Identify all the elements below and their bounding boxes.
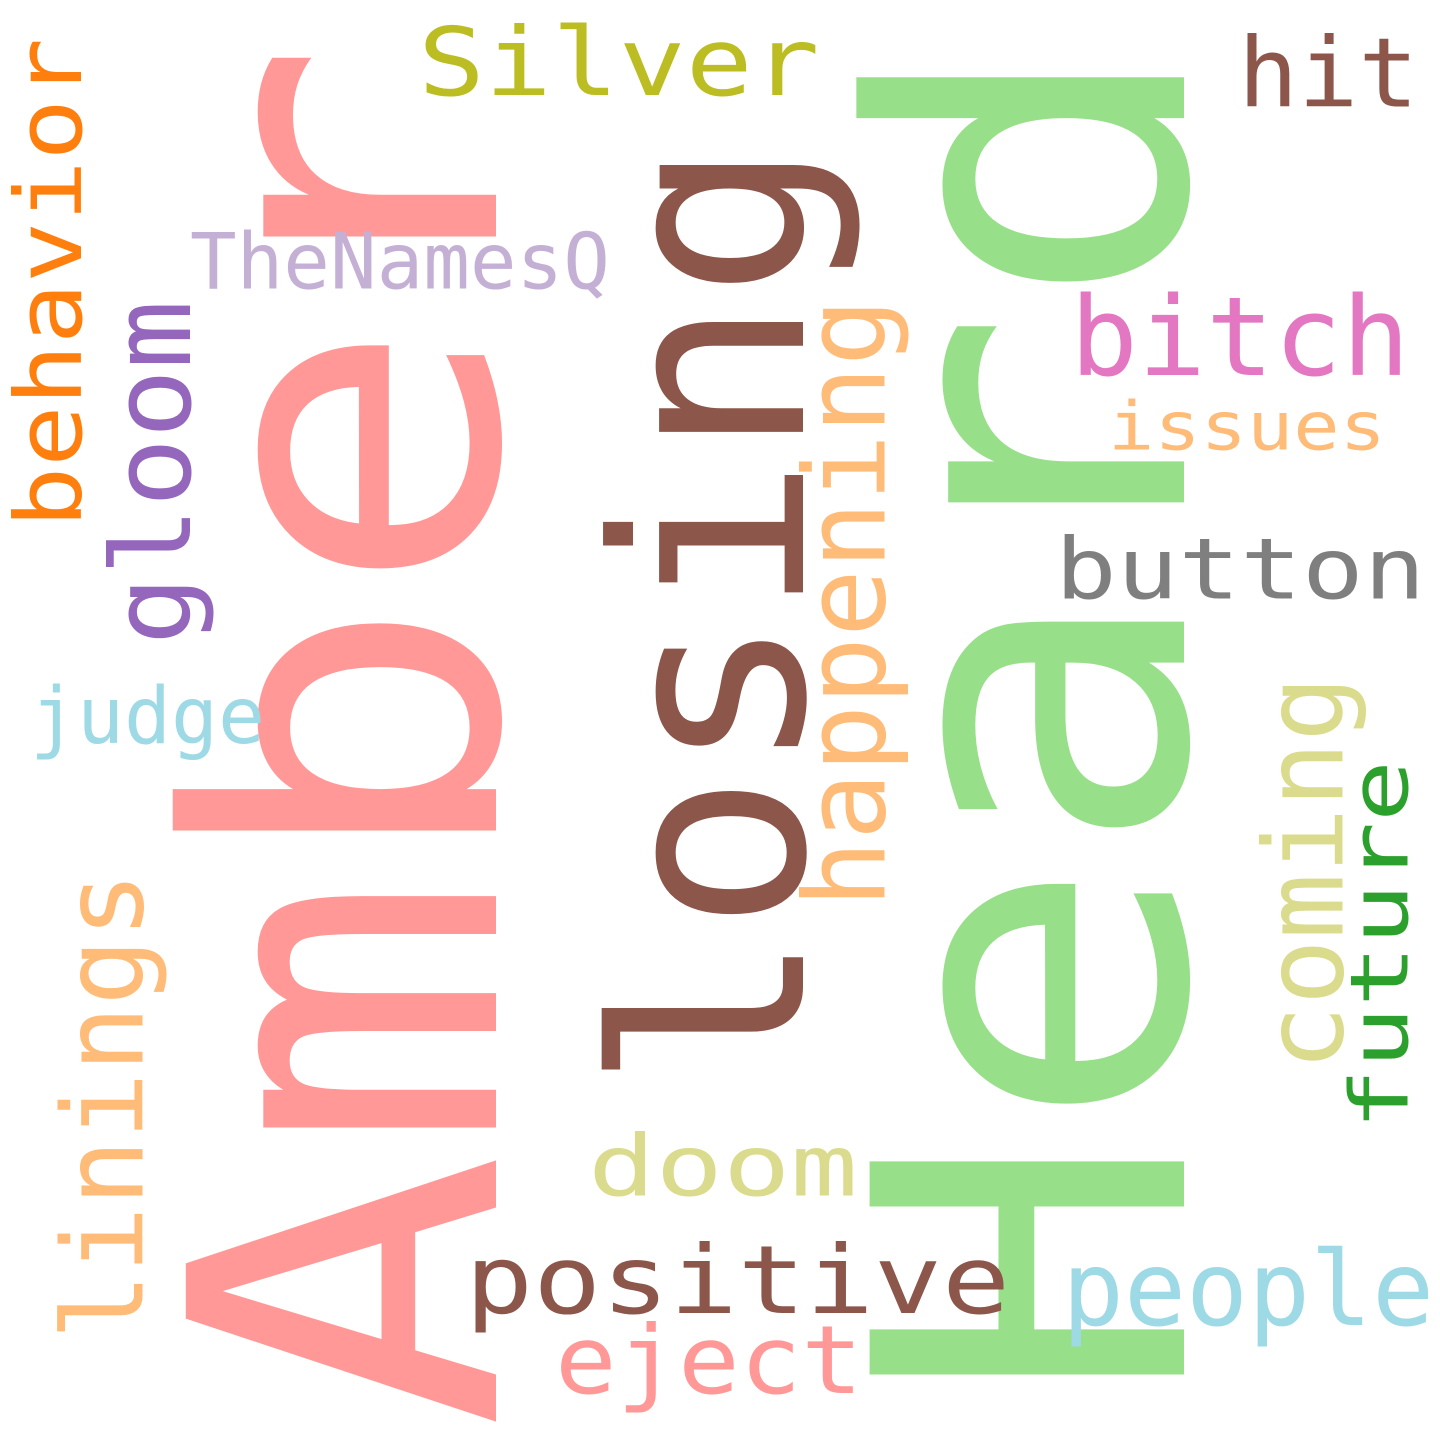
word-happening: happening [780,298,912,908]
word-gloom: gloom [89,300,216,645]
word-linings: linings [40,871,170,1340]
word-future: future [1332,760,1427,1130]
word-silver: Silver [418,8,820,118]
word-eject: eject [555,1306,863,1416]
word-issues: issues [1108,387,1386,466]
word-judge: judge [30,672,265,762]
word-thenamesq: TheNamesQ [190,217,610,308]
word-bitch: bitch [1070,274,1410,401]
word-people: people [1062,1230,1435,1350]
word-doom: doom [588,1117,858,1217]
word-hit: hit [1238,16,1419,130]
word-behavior: behavior [0,37,103,529]
word-positive: positive [465,1226,1011,1336]
word-button: button [1055,520,1426,620]
